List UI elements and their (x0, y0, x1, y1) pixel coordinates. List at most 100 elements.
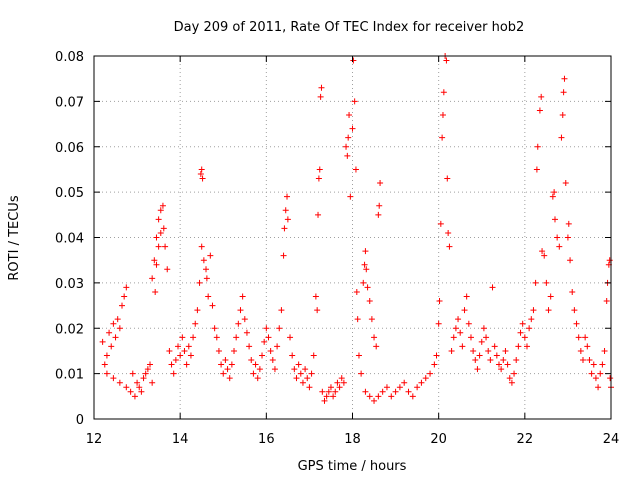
data-point (153, 234, 160, 241)
data-point (134, 379, 141, 386)
data-point (569, 288, 576, 295)
data-point (554, 234, 561, 241)
data-point (318, 84, 325, 91)
x-tick-label: 12 (86, 432, 103, 447)
data-point (349, 125, 356, 132)
data-point (562, 180, 569, 187)
data-point (129, 370, 136, 377)
data-point (261, 338, 268, 345)
data-point (455, 316, 462, 323)
data-point (606, 257, 613, 264)
data-point (215, 347, 222, 354)
data-point (233, 334, 240, 341)
data-point (528, 316, 535, 323)
data-point (237, 307, 244, 314)
data-point (551, 189, 558, 196)
data-point (199, 175, 206, 182)
data-point (187, 352, 194, 359)
data-point (254, 375, 261, 382)
data-point (493, 352, 500, 359)
data-point (577, 347, 584, 354)
data-point (123, 284, 130, 291)
data-point (559, 111, 566, 118)
data-point (119, 302, 126, 309)
data-point (281, 225, 288, 232)
data-point (228, 361, 235, 368)
data-point (584, 343, 591, 350)
data-point (352, 166, 359, 173)
data-point (205, 293, 212, 300)
x-tick-label: 22 (517, 432, 534, 447)
data-point (103, 370, 110, 377)
data-point (495, 361, 502, 368)
data-point (181, 347, 188, 354)
data-point (506, 375, 513, 382)
data-point (558, 134, 565, 141)
data-point (376, 202, 383, 209)
data-point (504, 361, 511, 368)
data-point (151, 257, 158, 264)
data-point (160, 225, 167, 232)
data-point (336, 384, 343, 391)
data-point (586, 357, 593, 364)
data-point (440, 89, 447, 96)
data-point (354, 316, 361, 323)
data-point (422, 375, 429, 382)
data-point (289, 352, 296, 359)
data-point (567, 257, 574, 264)
data-point (239, 293, 246, 300)
data-point (597, 370, 604, 377)
data-point (368, 316, 375, 323)
data-point (108, 343, 115, 350)
data-point (168, 361, 175, 368)
data-point (363, 266, 370, 273)
data-point (561, 75, 568, 82)
data-point (350, 57, 357, 64)
data-point (476, 352, 483, 359)
y-tick-label: 0 (76, 413, 84, 428)
data-point (155, 216, 162, 223)
data-point (241, 316, 248, 323)
data-point (607, 375, 614, 382)
data-point (183, 361, 190, 368)
data-point (588, 370, 595, 377)
data-point (592, 375, 599, 382)
data-point (498, 366, 505, 373)
chart-grid (94, 56, 611, 419)
data-point (487, 357, 494, 364)
data-point (472, 357, 479, 364)
data-point (508, 379, 515, 386)
data-point (299, 379, 306, 386)
data-point (152, 288, 159, 295)
data-point (377, 180, 384, 187)
data-point (218, 361, 225, 368)
x-tick-label: 24 (603, 432, 620, 447)
data-point (590, 361, 597, 368)
data-point (474, 366, 481, 373)
data-point (338, 375, 345, 382)
data-point (444, 175, 451, 182)
data-point (269, 357, 276, 364)
data-point (435, 320, 442, 327)
y-tick-label: 0.07 (55, 95, 84, 110)
x-axis-label: GPS time / hours (298, 459, 407, 474)
data-point (564, 234, 571, 241)
data-point (571, 307, 578, 314)
x-tick-label: 18 (344, 432, 361, 447)
data-point (177, 352, 184, 359)
data-point (197, 170, 204, 177)
data-point (551, 216, 558, 223)
data-point (519, 320, 526, 327)
data-point (549, 193, 556, 200)
data-point (515, 343, 522, 350)
data-point (523, 343, 530, 350)
data-point (433, 352, 440, 359)
data-point (166, 347, 173, 354)
data-points (99, 53, 614, 404)
data-point (259, 352, 266, 359)
data-point (375, 393, 382, 400)
data-point (235, 320, 242, 327)
data-point (362, 388, 369, 395)
data-point (360, 279, 367, 286)
